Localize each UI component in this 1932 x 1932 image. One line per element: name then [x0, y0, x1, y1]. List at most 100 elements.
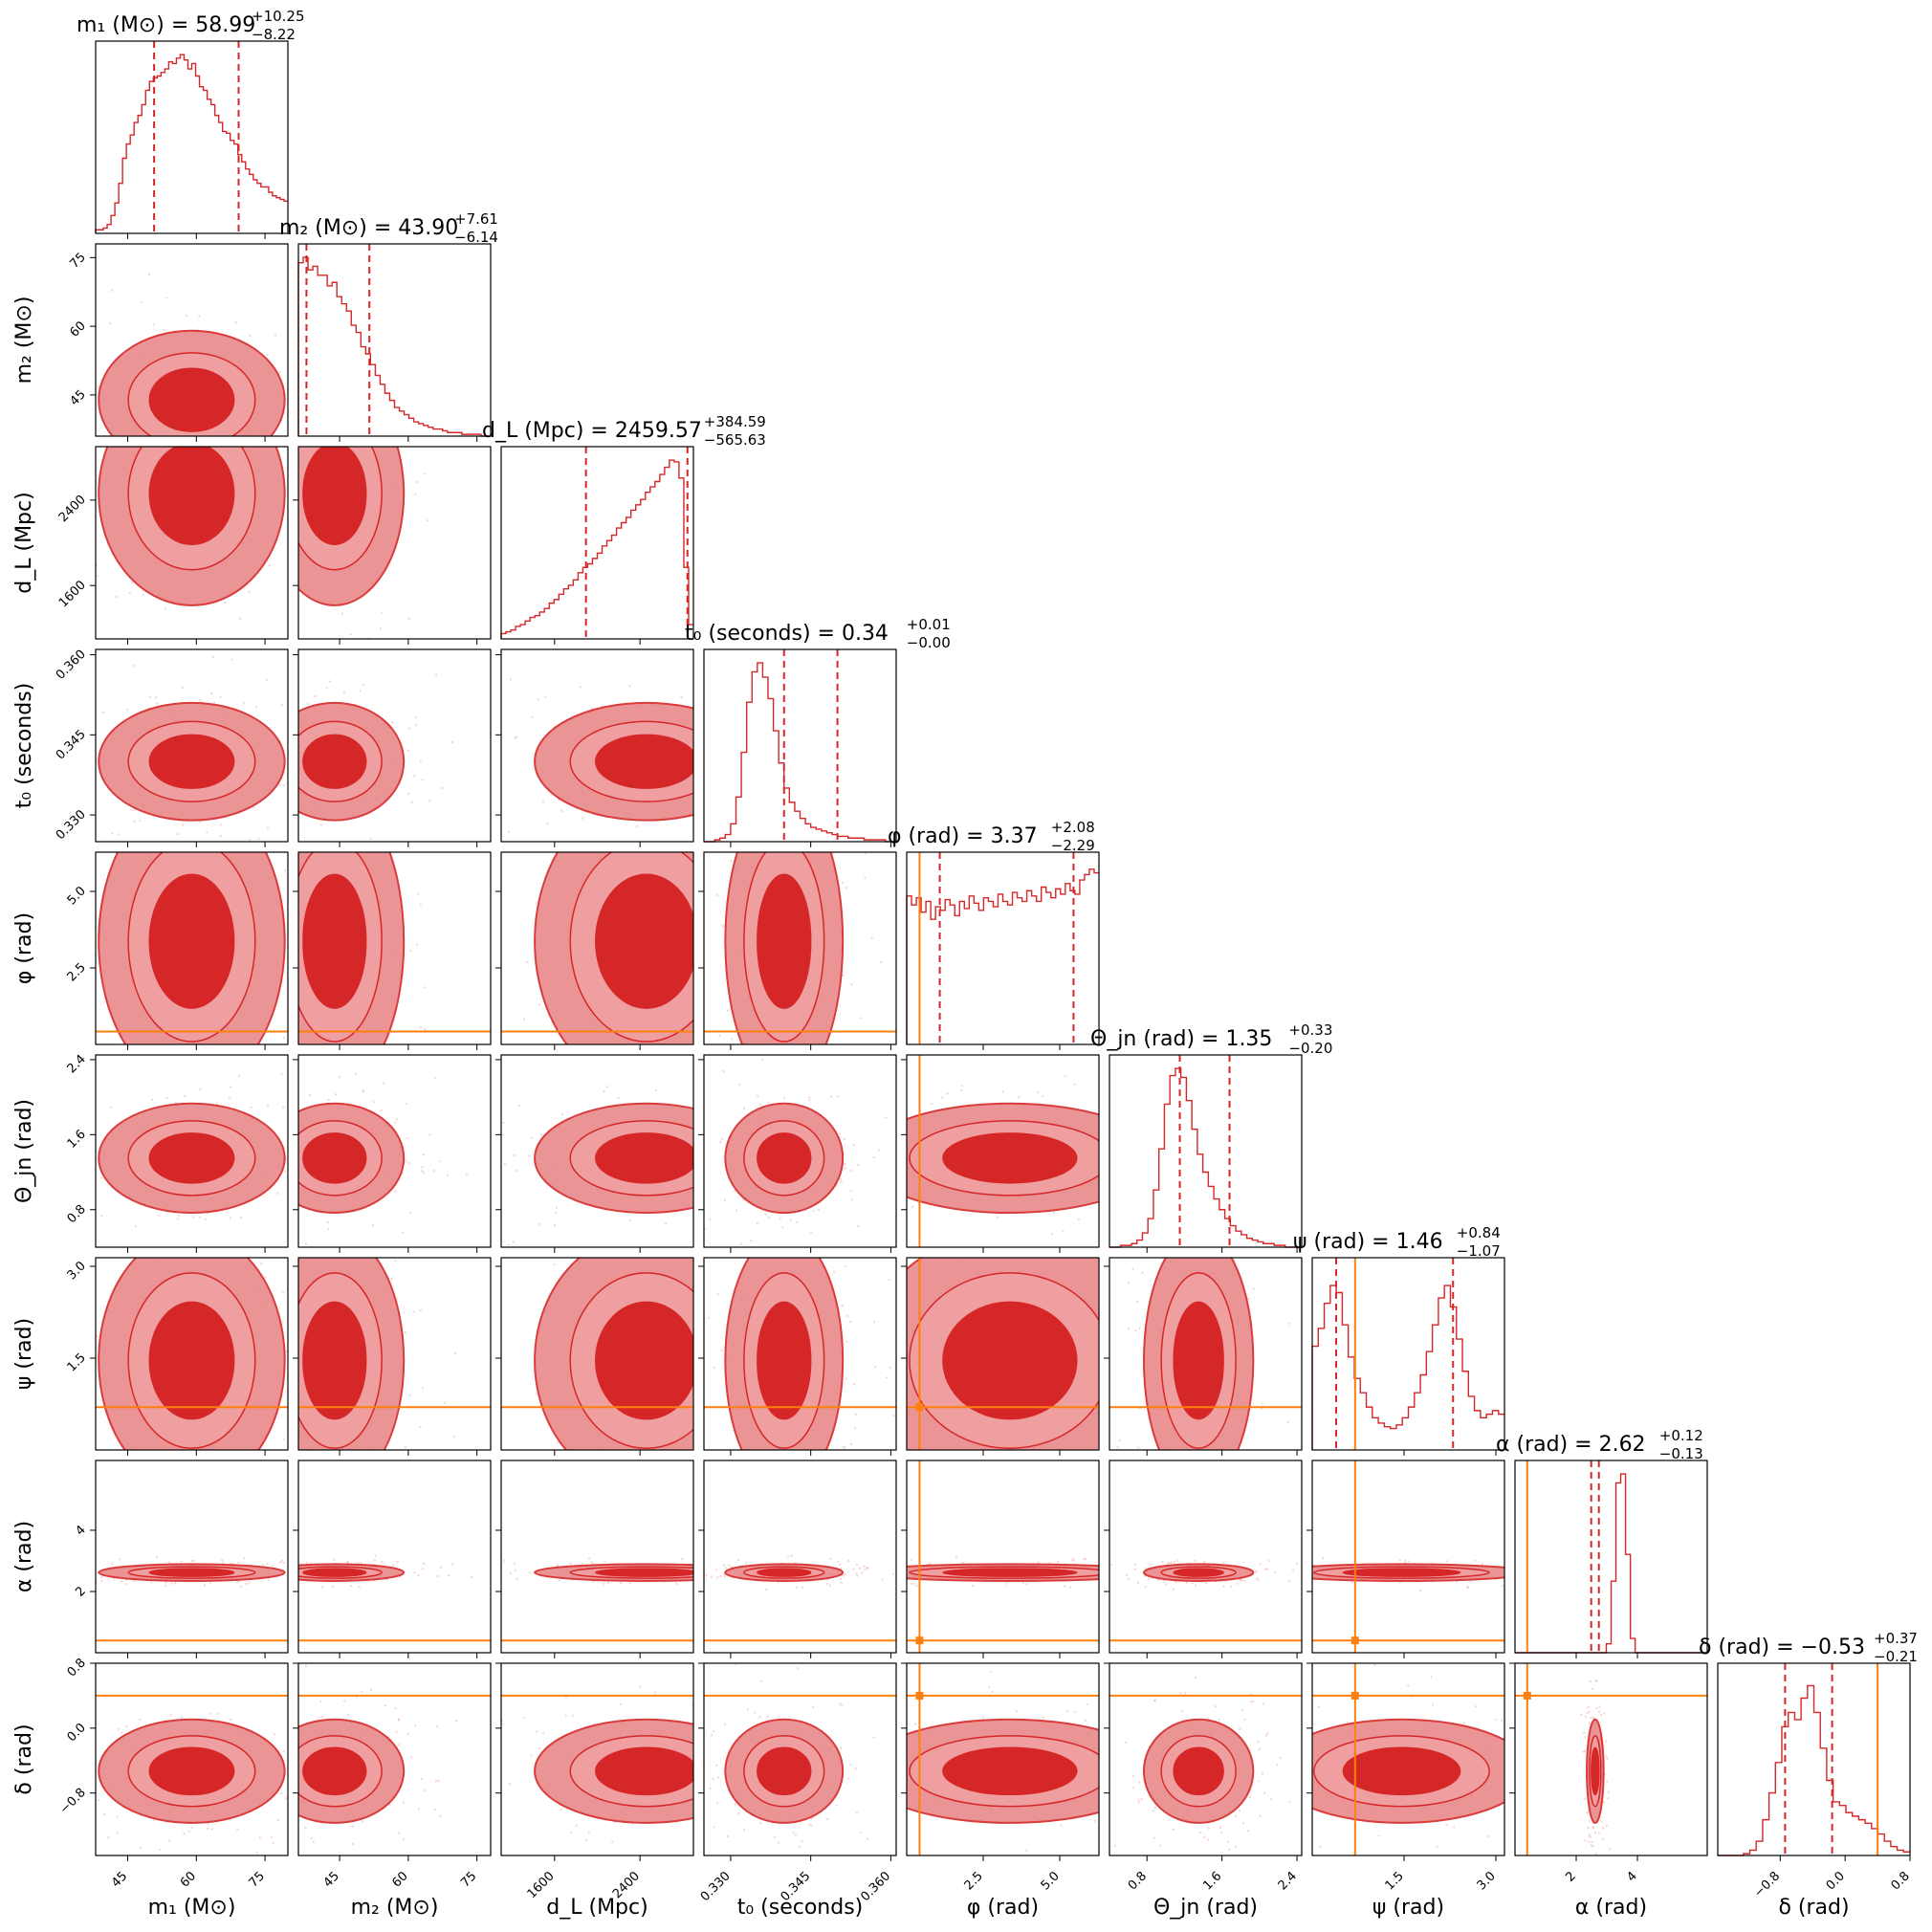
scatter-point: [325, 687, 328, 690]
scatter-point: [857, 1163, 860, 1167]
scatter-point: [753, 1711, 757, 1714]
scatter-point: [1591, 1687, 1594, 1690]
scatter-point: [811, 1705, 815, 1708]
scatter-point: [515, 1169, 517, 1173]
panel-frame: [500, 1662, 694, 1856]
scatter-point: [654, 1088, 658, 1092]
scatter-point: [243, 701, 246, 705]
panel-frame: [1311, 1257, 1505, 1451]
scatter-point: [522, 1018, 526, 1021]
scatter-point: [420, 1777, 423, 1781]
scatter-point: [1052, 1211, 1056, 1215]
scatter-point: [764, 1588, 768, 1592]
panel-frame: [1311, 1662, 1505, 1856]
scatter-point: [452, 1436, 456, 1438]
contour-inner: [148, 1132, 235, 1184]
scatter-point: [581, 817, 584, 820]
contour-inner: [1342, 1746, 1461, 1796]
panel-title-plus-phi: +2.08: [1051, 819, 1095, 836]
y-axis-label-m2: m₂ (M⊙): [12, 296, 36, 384]
scatter-point: [575, 1824, 578, 1828]
y-tick-label: 4: [73, 1523, 88, 1538]
scatter-point: [446, 1174, 450, 1176]
scatter-point: [808, 1096, 811, 1099]
scatter-point: [1238, 1809, 1241, 1812]
scatter-point: [391, 720, 394, 724]
scatter-point: [581, 1562, 583, 1565]
scatter-point: [417, 1808, 421, 1811]
contour-inner: [1173, 1301, 1224, 1420]
scatter-point: [720, 1349, 723, 1352]
contour-group: [1586, 1718, 1605, 1824]
scatter-point: [509, 678, 512, 681]
scatter-point: [1025, 1582, 1028, 1586]
scatter-point: [1248, 1796, 1251, 1799]
scatter-point: [913, 1723, 917, 1725]
scatter-point: [1185, 1581, 1188, 1584]
scatter-point: [155, 1555, 159, 1559]
scatter-point: [1350, 1581, 1353, 1584]
truth-marker: [1350, 1636, 1359, 1645]
scatter-point: [501, 1133, 505, 1136]
scatter-point: [409, 950, 412, 953]
contour-group: [98, 1563, 286, 1582]
scatter-point: [564, 1714, 567, 1717]
scatter-point: [1588, 1722, 1592, 1725]
scatter-point: [390, 1277, 393, 1281]
scatter-point: [111, 1562, 114, 1566]
scatter-point: [358, 1586, 361, 1589]
scatter-point: [555, 1211, 558, 1215]
scatter-point: [546, 823, 549, 825]
hist-panel-theta_jn: Θ_jn (rad) = 1.35 +0.33−0.20: [1090, 1021, 1332, 1253]
scatter-point: [397, 1719, 401, 1722]
scatter-point: [222, 1561, 225, 1564]
contour-inner: [148, 1568, 235, 1577]
scatter-point: [1267, 1560, 1270, 1563]
scatter-point: [433, 1809, 436, 1811]
scatter-point: [1083, 1557, 1086, 1561]
scatter-point: [339, 1076, 341, 1079]
scatter-point: [787, 1555, 790, 1558]
scatter-point: [435, 673, 438, 676]
contour-group: [907, 1258, 1099, 1450]
scatter-point: [606, 1581, 610, 1585]
scatter-point: [767, 1101, 770, 1104]
panel-title-plus-t0: +0.01: [907, 616, 951, 633]
panel-phi-vs-m2: [293, 851, 492, 1050]
scatter-point: [424, 472, 427, 475]
scatter-point: [538, 1003, 541, 1006]
x-tick-label: 0.360: [858, 1869, 893, 1904]
y-tick-label: 75: [68, 251, 89, 272]
scatter-point: [1162, 1580, 1166, 1583]
hist-panel-t0: t₀ (seconds) = 0.34 +0.01−0.00: [685, 616, 951, 847]
contour-inner: [757, 1568, 812, 1577]
x-tick-label: 60: [389, 1869, 410, 1890]
scatter-point: [447, 1573, 450, 1577]
scatter-point: [1071, 1558, 1074, 1561]
scatter-point: [414, 716, 417, 719]
scatter-point: [867, 1567, 869, 1570]
scatter-point: [1466, 1586, 1469, 1590]
scatter-point: [270, 1835, 274, 1838]
scatter-point: [513, 1153, 516, 1157]
y-tick-label: 1.6: [65, 1128, 89, 1152]
scatter-point: [1263, 1568, 1267, 1571]
y-tick-label: 3.0: [65, 1259, 89, 1283]
scatter-point: [507, 830, 511, 834]
hist-step-m2: [297, 256, 491, 437]
x-axis-label-m1: m₁ (M⊙): [148, 1896, 236, 1920]
scatter-point: [1606, 1758, 1609, 1761]
x-tick-label: 45: [321, 1869, 342, 1890]
panel-theta_jn-vs-t0: [698, 1054, 897, 1253]
scatter-point: [1597, 1710, 1601, 1713]
scatter-point: [111, 832, 114, 835]
scatter-point: [1595, 1706, 1598, 1709]
scatter-point: [1109, 1564, 1113, 1567]
scatter-point: [847, 1777, 850, 1780]
scatter-point: [284, 1797, 288, 1800]
scatter-point: [423, 1789, 426, 1792]
scatter-point: [396, 1560, 399, 1563]
panel-title-plus-alpha: +0.12: [1659, 1427, 1703, 1444]
scatter-point: [264, 1276, 267, 1279]
scatter-point: [756, 1094, 759, 1098]
